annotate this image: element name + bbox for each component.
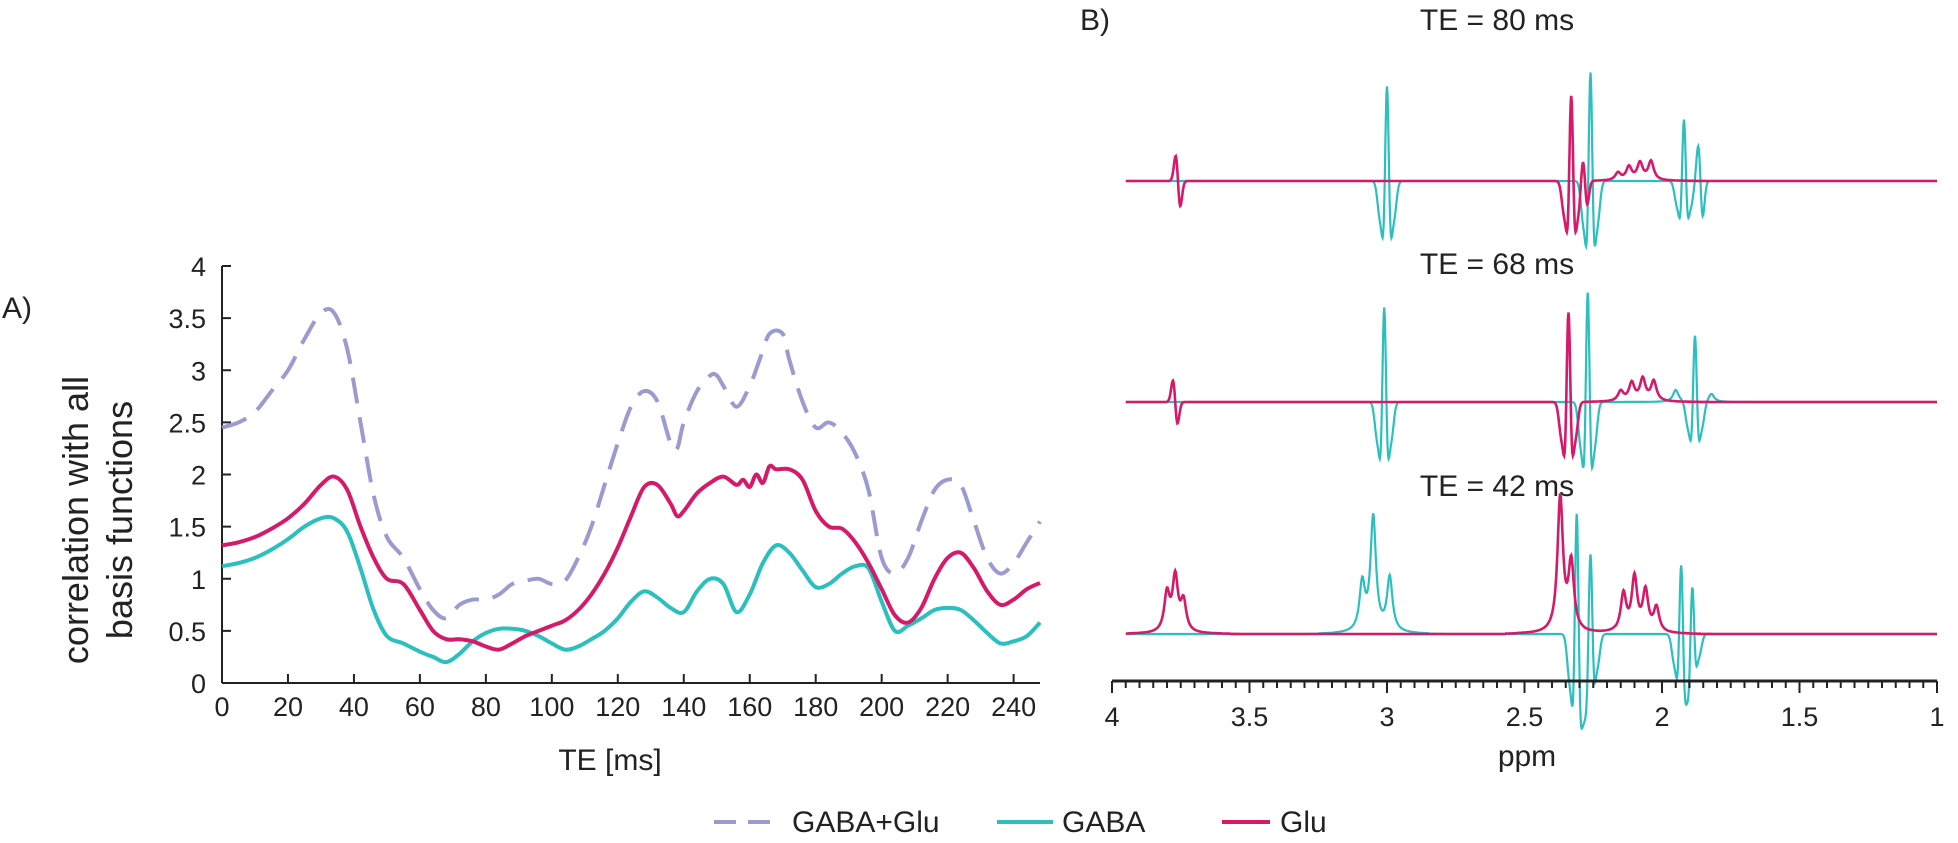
spectrum-title-te68: TE = 68 ms (1420, 248, 1574, 281)
legend-label-gaba-glu: GABA+Glu (792, 806, 940, 839)
ppm-tick-label: 3 (1379, 702, 1394, 732)
x-tick-label: 240 (991, 692, 1036, 722)
y-tick-label: 2.5 (168, 408, 206, 438)
x-tick-label: 20 (273, 692, 303, 722)
panel-b: B) TE = 80 ms TE = 68 ms TE = 42 ms 4 3.5… (1080, 4, 1945, 773)
x-tick-label: 200 (859, 692, 904, 722)
panel-b-x-label: ppm (1498, 740, 1556, 773)
x-tick-label: 40 (339, 692, 369, 722)
panel-a-axes: 00.511.522.533.540 20 40 60 80 100 120 140 160 18… (168, 252, 1040, 722)
ppm-tick-label: 4 (1104, 702, 1119, 732)
ppm-tick-label: 2.5 (1506, 702, 1544, 732)
legend-label-glu: Glu (1280, 806, 1327, 839)
legend-label-gaba: GABA (1062, 806, 1145, 839)
y-tick-label: 3.5 (168, 304, 206, 334)
panel-a: A) 00.511.522.533.540 20 40 60 80 100 120 140 16… (2, 252, 1042, 777)
spectrum-title-te42: TE = 42 ms (1420, 470, 1574, 503)
panel-a-x-label: TE [ms] (558, 744, 661, 777)
y-tick-label: 3 (191, 356, 206, 386)
panel-a-label: A) (2, 292, 32, 325)
panel-b-label: B) (1080, 4, 1110, 37)
x-tick-label: 60 (405, 692, 435, 722)
ppm-tick-label: 2 (1654, 702, 1669, 732)
x-tick-label: 120 (595, 692, 640, 722)
spectrum-te68-glu (1125, 312, 1937, 461)
y-tick-label: 2 (191, 461, 206, 491)
spectrum-te80-gaba (1125, 72, 1937, 251)
panel-b-spectra (1125, 72, 1937, 731)
spectrum-te42-glu (1125, 493, 1937, 636)
spectrum-te80-glu (1125, 95, 1937, 237)
x-tick-label: 0 (214, 692, 229, 722)
y-tick-label: 0.5 (168, 617, 206, 647)
y-tick-label: 0 (191, 669, 206, 699)
x-tick-label: 80 (471, 692, 501, 722)
x-tick-label: 160 (727, 692, 772, 722)
spectrum-title-te80: TE = 80 ms (1420, 4, 1574, 37)
ppm-tick-label: 1.5 (1781, 702, 1819, 732)
series-line-gaba (221, 514, 1042, 665)
spectrum-te42-gaba (1125, 513, 1937, 731)
y-tick-label: 4 (191, 252, 206, 282)
series-line-gaba-glu (221, 307, 1042, 621)
x-tick-label: 220 (925, 692, 970, 722)
panel-b-axis: 4 3.5 3 2.5 2 1.5 1 (1104, 679, 1945, 732)
ppm-tick-label: 1 (1929, 702, 1944, 732)
panel-a-y-label-line1: correlation with all (55, 376, 96, 664)
x-tick-label: 100 (529, 692, 574, 722)
ppm-tick-label: 3.5 (1231, 702, 1269, 732)
panel-a-y-label-line2: basis functions (99, 401, 140, 639)
x-tick-label: 140 (661, 692, 706, 722)
y-tick-label: 1.5 (168, 513, 206, 543)
y-tick-label: 1 (191, 565, 206, 595)
series-line-glu (221, 463, 1041, 652)
panel-a-series (221, 307, 1042, 665)
legend: GABA+Glu GABA Glu (714, 806, 1327, 839)
x-tick-label: 180 (793, 692, 838, 722)
spectrum-te68-gaba (1125, 292, 1937, 473)
